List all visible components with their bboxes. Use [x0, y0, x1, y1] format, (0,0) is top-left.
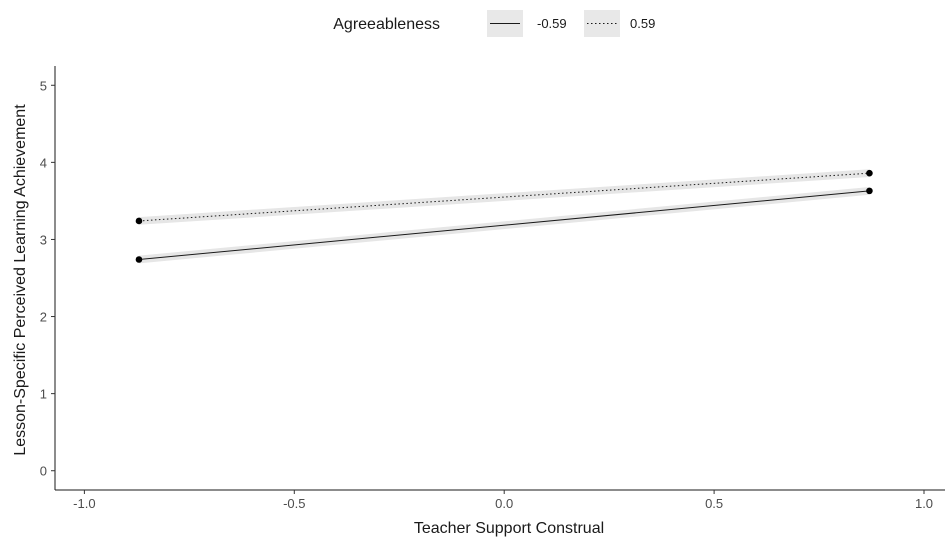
- x-axis-title: Teacher Support Construal: [414, 520, 604, 537]
- x-tick-label: -1.0: [73, 496, 95, 511]
- plot-panel: [135, 169, 873, 264]
- y-tick-label: 0: [40, 464, 47, 479]
- x-tick-label: 0.5: [705, 496, 723, 511]
- y-tick-label: 3: [40, 232, 47, 247]
- confidence-ribbon-series-2: [138, 169, 870, 225]
- data-point-series-2: [866, 169, 873, 177]
- x-tick-label: 0.0: [495, 496, 513, 511]
- y-tick-label: 2: [40, 310, 47, 325]
- legend-title: Agreeableness: [333, 16, 440, 33]
- y-tick-label: 1: [40, 387, 47, 402]
- y-tick-label: 5: [40, 78, 47, 93]
- legend-label-series-2: 0.59: [630, 16, 655, 31]
- legend-label-series-1: -0.59: [537, 16, 567, 31]
- data-point-series-2: [135, 217, 143, 225]
- series-points: [135, 169, 873, 263]
- x-axis-ticks: -1.0 -0.5 0.0 0.5 1.0: [73, 490, 933, 511]
- y-axis-title: Lesson-Specific Perceived Learning Achie…: [12, 104, 29, 456]
- legend: Agreeableness -0.59 0.59: [333, 10, 655, 37]
- legend-key-series-2: [584, 10, 620, 37]
- series-line-1: [138, 190, 870, 260]
- data-point-series-1: [866, 187, 873, 195]
- y-axis-ticks: 0 1 2 3 4 5: [40, 78, 55, 479]
- data-point-series-1: [135, 256, 143, 263]
- y-tick-label: 4: [40, 155, 47, 170]
- x-tick-label: 1.0: [915, 496, 933, 511]
- series-lines: [138, 172, 870, 260]
- x-tick-label: -0.5: [283, 496, 305, 511]
